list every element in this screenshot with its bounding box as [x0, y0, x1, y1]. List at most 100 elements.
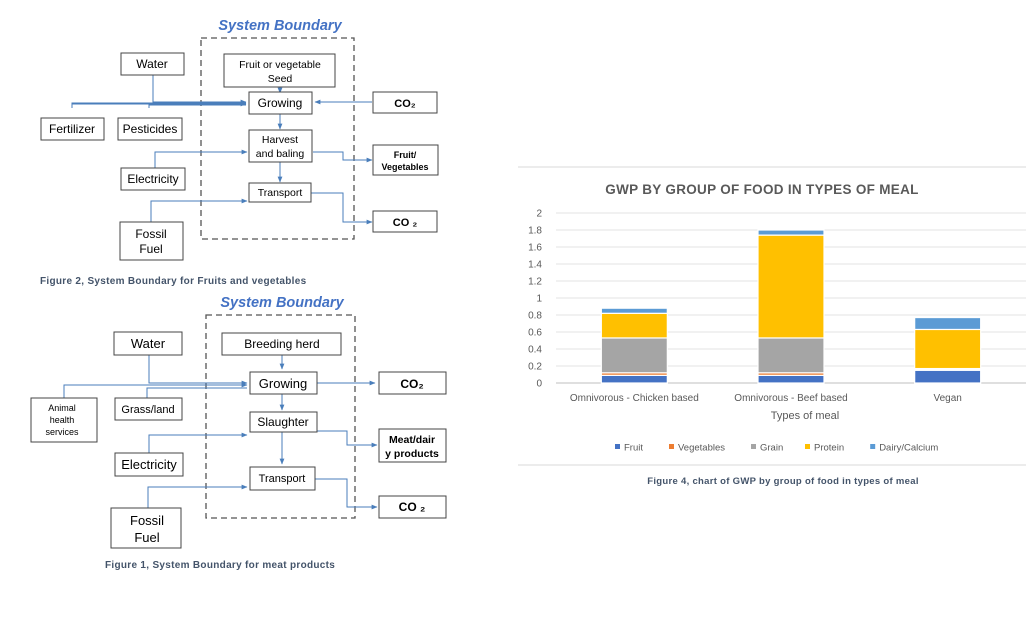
box-co2-input: CO₂	[372, 91, 438, 114]
svg-text:Electricity: Electricity	[127, 172, 178, 186]
box-animal-health: Animal health services	[30, 397, 98, 443]
bar-segment-protein	[757, 234, 825, 339]
bar-segment-grain	[757, 337, 825, 374]
svg-text:Transport: Transport	[258, 187, 303, 199]
box-electricity2: Electricity	[114, 452, 184, 477]
box-fossil-fuel2: Fossil Fuel	[110, 507, 182, 549]
bar-segment-dairy-calcium	[757, 229, 825, 236]
y-tick-label: 1.8	[528, 226, 542, 237]
bar-segment-grain	[600, 337, 668, 374]
edge-pesticides-growing	[148, 104, 246, 108]
y-tick-label: 1.4	[528, 260, 542, 271]
box-seed: Fruit or vegetable Seed	[223, 53, 336, 88]
svg-text:Animal: Animal	[48, 403, 76, 413]
edge-water-growing2	[148, 355, 248, 386]
bar-segment-dairy-calcium	[914, 316, 982, 331]
svg-text:Breeding herd: Breeding herd	[244, 337, 319, 351]
edge-electricity-slaughter	[148, 432, 248, 453]
figure1-diagram: System Boundary Breeding herd Growing Sl…	[30, 295, 447, 571]
legend-swatch	[751, 444, 756, 449]
bar-segment-fruit	[914, 369, 982, 384]
figure1-title: System Boundary	[220, 295, 344, 311]
svg-text:Vegetables: Vegetables	[381, 162, 428, 172]
svg-text:Water: Water	[136, 57, 168, 71]
bar-segment-protein	[600, 312, 668, 339]
bar-segment-fruit	[757, 374, 825, 384]
x-category-label: Omnivorous - Beef based	[734, 393, 847, 404]
figure2-title: System Boundary	[218, 18, 342, 34]
box-transport2: Transport	[249, 466, 316, 491]
box-fruit-vegetables: Fruit/ Vegetables	[372, 144, 439, 176]
chart-bars	[600, 229, 982, 384]
bar-segment-fruit	[600, 374, 668, 384]
figure1-boundary	[205, 314, 356, 519]
svg-text:and baling: and baling	[256, 148, 305, 160]
svg-text:Growing: Growing	[259, 376, 307, 391]
edge-transport-co2b	[315, 478, 378, 510]
box-grass-land: Grass/land	[114, 397, 183, 421]
svg-text:Fruit/: Fruit/	[394, 150, 417, 160]
edge-animal-growing	[63, 382, 248, 398]
svg-text:Seed: Seed	[268, 73, 293, 85]
figure2-caption: Figure 2, System Boundary for Fruits and…	[40, 276, 307, 287]
edge-fertilizer-growing	[71, 102, 246, 108]
svg-text:Grass/land: Grass/land	[121, 404, 174, 416]
chart-x-categories: Omnivorous - Chicken based Omnivorous - B…	[570, 393, 962, 404]
bar-segment-dairy-calcium	[600, 307, 668, 314]
chart-caption: Figure 4, chart of GWP by group of food …	[647, 476, 919, 487]
legend-swatch	[615, 444, 620, 449]
svg-text:y products: y products	[385, 448, 439, 460]
box-water: Water	[120, 52, 185, 76]
box-co2-b: CO ₂	[378, 495, 447, 519]
svg-text:Fuel: Fuel	[134, 530, 159, 545]
svg-text:Growing: Growing	[258, 96, 303, 110]
svg-text:health: health	[50, 415, 75, 425]
box-transport: Transport	[248, 182, 312, 203]
svg-text:CO ₂: CO ₂	[393, 217, 418, 229]
edge-transport-co2	[311, 192, 373, 225]
figure2-boundary	[200, 37, 355, 240]
legend-label: Dairy/Calcium	[879, 443, 938, 454]
svg-text:services: services	[45, 427, 79, 437]
svg-text:Fossil: Fossil	[135, 227, 166, 241]
y-tick-label: 0.4	[528, 345, 542, 356]
svg-text:CO₂: CO₂	[394, 98, 416, 110]
box-water2: Water	[113, 331, 183, 356]
box-co2-output: CO ₂	[372, 210, 438, 233]
svg-text:Transport: Transport	[259, 473, 306, 485]
legend-swatch	[870, 444, 876, 449]
svg-text:Fruit or vegetable: Fruit or vegetable	[239, 59, 321, 71]
y-tick-label: 0.6	[528, 328, 542, 339]
figure2-diagram: System Boundary Fruit or vegetable Seed …	[40, 18, 439, 287]
svg-text:Electricity: Electricity	[121, 457, 177, 472]
box-electricity: Electricity	[120, 167, 186, 191]
svg-text:CO₂: CO₂	[400, 377, 423, 391]
box-growing2: Growing	[249, 371, 318, 395]
y-tick-label: 1	[536, 294, 542, 305]
edge-electricity-harvest	[154, 149, 248, 168]
svg-text:Harvest: Harvest	[262, 134, 298, 146]
edge-grass-growing	[146, 387, 247, 398]
box-co2-a: CO₂	[378, 371, 447, 395]
svg-text:Pesticides: Pesticides	[123, 122, 178, 136]
legend-label: Protein	[814, 443, 844, 454]
y-tick-label: 1.6	[528, 243, 542, 254]
y-tick-label: 1.2	[528, 277, 542, 288]
y-tick-label: 0.8	[528, 311, 542, 322]
legend-swatch	[805, 444, 810, 449]
box-harvest: Harvest and baling	[248, 129, 313, 163]
legend-label: Fruit	[624, 443, 643, 454]
y-tick-label: 2	[536, 209, 542, 220]
edge-fossil-transport	[150, 198, 248, 222]
svg-text:Slaughter: Slaughter	[257, 415, 308, 429]
legend-label: Grain	[760, 443, 783, 454]
box-slaughter: Slaughter	[249, 411, 318, 433]
edge-fossil-transport2	[147, 484, 248, 508]
svg-text:CO ₂: CO ₂	[399, 500, 426, 514]
svg-text:Fertilizer: Fertilizer	[49, 122, 95, 136]
edge-slaughter-meat	[317, 430, 378, 448]
edge-water-growing	[152, 75, 247, 105]
y-tick-label: 0.2	[528, 362, 542, 373]
box-fertilizer: Fertilizer	[40, 117, 105, 141]
